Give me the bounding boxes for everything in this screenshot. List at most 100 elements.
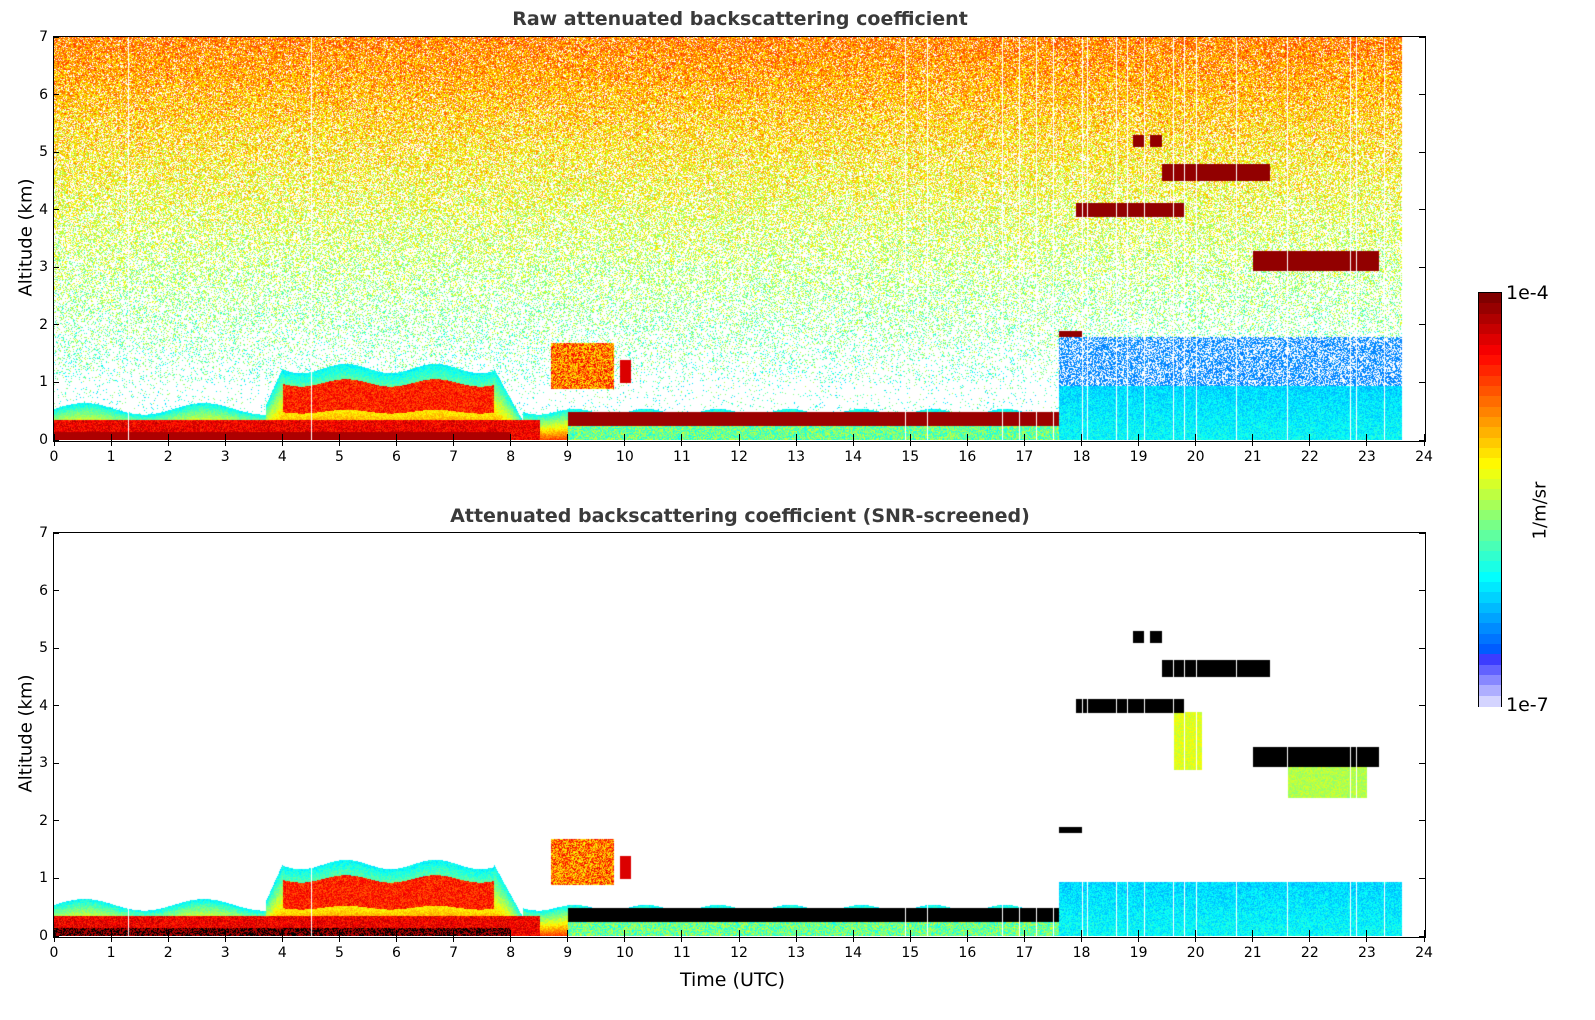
x-tick	[1252, 434, 1254, 446]
colorbar-segment	[1479, 489, 1501, 501]
x-tick	[1252, 930, 1254, 942]
colorbar-segment	[1479, 385, 1501, 398]
colorbar-segment	[1479, 468, 1501, 481]
y-tick-right	[1419, 762, 1425, 764]
x-tick	[966, 930, 968, 942]
y-tick-label: 3	[39, 259, 48, 276]
x-tick	[224, 930, 226, 942]
x-axis-label: Time (UTC)	[680, 969, 786, 991]
colorbar-segment	[1479, 396, 1501, 408]
colorbar-segment	[1479, 582, 1501, 594]
y-tick	[53, 381, 59, 383]
x-tick-label: 15	[901, 449, 920, 465]
y-tick	[53, 877, 59, 879]
x-tick	[624, 434, 626, 446]
top-heatmap-canvas	[54, 37, 1424, 440]
y-tick-right	[1419, 877, 1425, 879]
x-tick-label: 10	[615, 945, 634, 961]
colorbar-segment	[1479, 551, 1501, 563]
bottom-heatmap-canvas	[54, 533, 1424, 936]
colorbar-segment	[1479, 675, 1501, 687]
y-tick-label: 6	[39, 86, 48, 103]
colorbar-segment	[1479, 293, 1501, 305]
colorbar-segment	[1479, 664, 1501, 677]
x-tick-label: 15	[901, 945, 920, 961]
x-tick	[966, 434, 968, 446]
colorbar-segment	[1479, 427, 1501, 439]
y-tick-right	[1419, 266, 1425, 268]
x-tick-label: 7	[449, 945, 459, 961]
colorbar-segment	[1479, 313, 1501, 326]
x-tick	[338, 434, 340, 446]
y-tick-label: 1	[39, 374, 48, 391]
x-tick-label: 8	[506, 449, 516, 465]
x-tick	[738, 930, 740, 942]
x-tick-label: 11	[672, 945, 691, 961]
x-tick-label: 22	[1300, 449, 1319, 465]
x-tick-label: 23	[1357, 945, 1376, 961]
x-tick	[1023, 930, 1025, 942]
colorbar-segment	[1479, 540, 1501, 553]
y-tick-right	[1419, 820, 1425, 822]
x-tick-label: 3	[220, 449, 230, 465]
x-tick	[281, 434, 283, 446]
x-tick	[1309, 930, 1311, 942]
y-tick	[53, 324, 59, 326]
x-tick-label: 14	[844, 449, 863, 465]
colorbar-segment	[1479, 561, 1501, 573]
x-tick-label: 3	[220, 945, 230, 961]
x-tick-label: 12	[730, 945, 748, 961]
y-tick-label: 1	[39, 870, 48, 887]
x-tick	[224, 434, 226, 446]
colorbar-segment	[1479, 303, 1501, 315]
colorbar-segment	[1479, 571, 1501, 584]
x-tick	[1195, 434, 1197, 446]
x-tick	[167, 434, 169, 446]
y-tick-label: 0	[39, 928, 48, 944]
x-tick	[567, 930, 569, 942]
y-tick-right	[1419, 209, 1425, 211]
x-tick	[852, 930, 854, 942]
colorbar-segment	[1479, 509, 1501, 522]
x-tick	[795, 930, 797, 942]
x-tick	[681, 434, 683, 446]
x-tick-label: 20	[1186, 449, 1205, 465]
bottom-heatmap-panel	[53, 532, 1426, 938]
colorbar-min-label: 1e-7	[1506, 694, 1549, 716]
x-tick	[281, 930, 283, 942]
x-tick-label: 0	[49, 945, 59, 961]
y-tick	[53, 590, 59, 592]
y-tick-label: 5	[39, 144, 48, 161]
y-tick-label: 4	[39, 697, 48, 714]
colorbar-segment	[1479, 530, 1501, 543]
y-tick	[53, 151, 59, 153]
y-tick-label: 2	[39, 812, 48, 829]
colorbar-segment	[1479, 458, 1501, 470]
x-tick	[681, 930, 683, 942]
y-tick-right	[1419, 705, 1425, 707]
x-tick-label: 9	[563, 945, 573, 961]
x-tick-label: 1	[106, 449, 116, 465]
colorbar-max-label: 1e-4	[1506, 282, 1549, 304]
y-tick-right	[1419, 94, 1425, 96]
colorbar-segment	[1479, 416, 1501, 429]
colorbar-segment	[1479, 354, 1501, 367]
x-tick-label: 0	[49, 449, 59, 465]
y-tick	[53, 532, 59, 534]
y-tick-right	[1419, 324, 1425, 326]
x-tick	[1195, 930, 1197, 942]
y-tick-label: 4	[39, 201, 48, 218]
bottom-chart-title: Attenuated backscattering coefficient (S…	[450, 505, 1030, 527]
x-tick	[396, 930, 397, 942]
colorbar-segment	[1479, 592, 1501, 604]
top-heatmap-panel	[53, 36, 1426, 442]
x-tick-label: 10	[615, 449, 634, 465]
colorbar-segment	[1479, 344, 1501, 357]
y-tick-label: 5	[39, 640, 48, 657]
colorbar-segment	[1479, 602, 1501, 615]
colorbar-segment	[1479, 685, 1501, 697]
y-tick	[53, 762, 59, 764]
x-tick	[110, 434, 112, 446]
x-tick-label: 16	[958, 449, 977, 465]
x-tick	[1138, 930, 1140, 942]
